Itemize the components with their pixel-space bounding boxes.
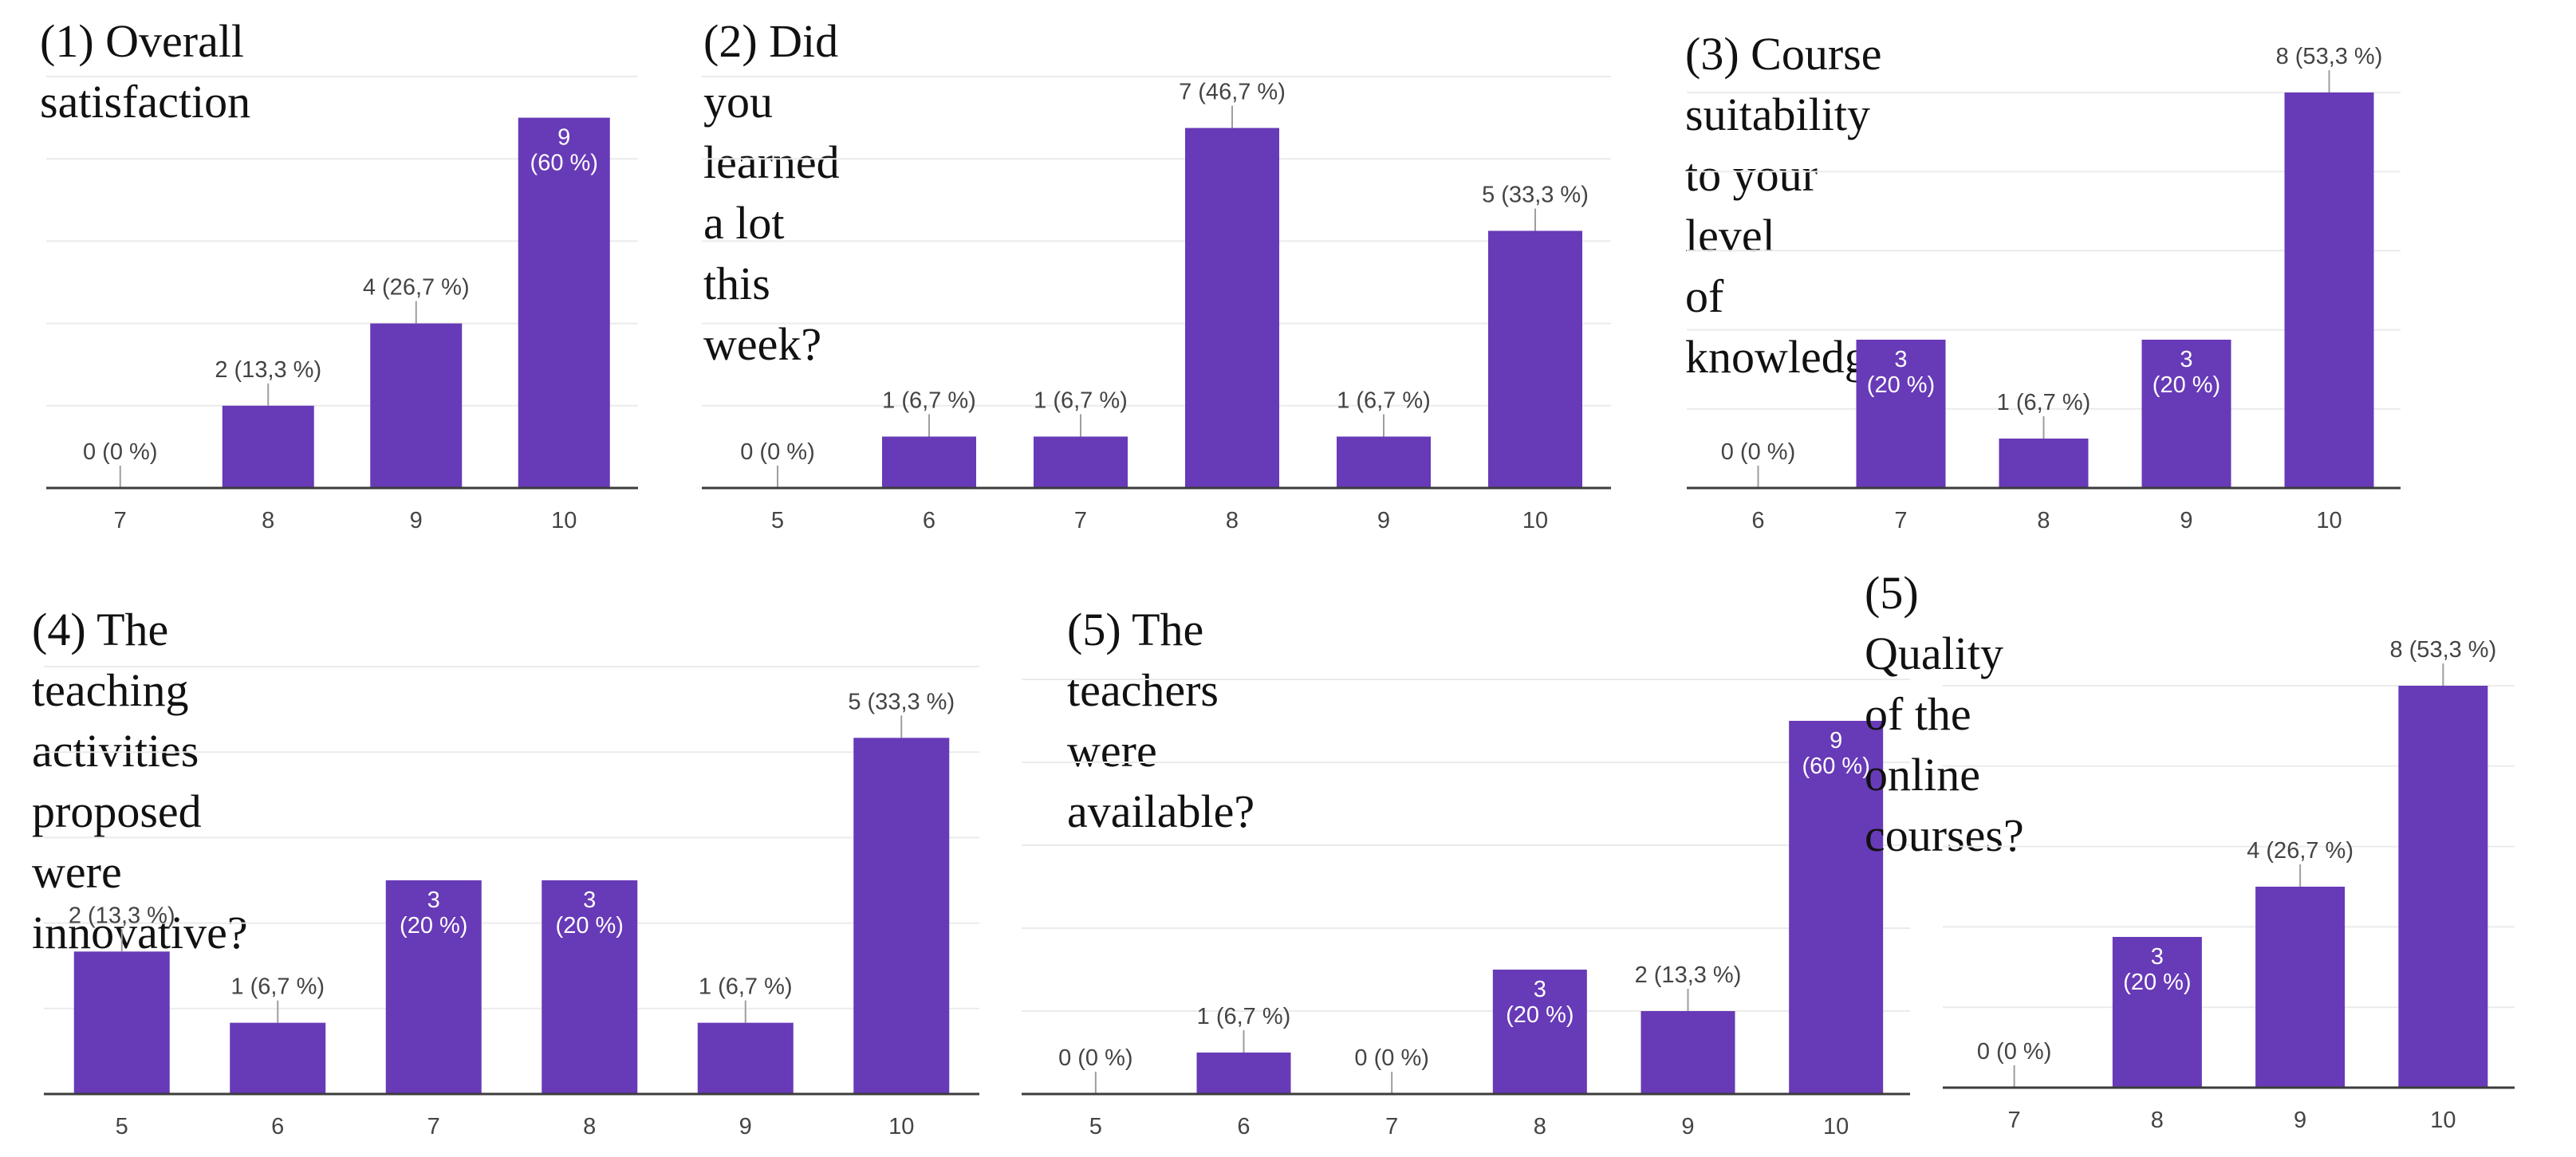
tick-label: 10 <box>1823 1114 1849 1139</box>
bar <box>2284 92 2374 488</box>
tick-label: 8 <box>1534 1114 1546 1139</box>
tick-label: 7 <box>114 508 127 533</box>
tick-label: 8 <box>583 1114 596 1139</box>
tick-label: 9 <box>410 508 423 533</box>
bar <box>1856 340 1946 488</box>
tick-label: 9 <box>1681 1114 1694 1139</box>
bar <box>518 117 610 488</box>
bar <box>73 951 170 1094</box>
data-label: 1 (6,7 %) <box>1997 390 2091 415</box>
data-label: 1 (6,7 %) <box>699 974 793 1000</box>
bar <box>2141 340 2231 488</box>
data-label: 5 (33,3 %) <box>848 689 955 714</box>
tick-label: 9 <box>1377 508 1390 533</box>
bar <box>1488 230 1582 488</box>
bar <box>697 1022 794 1094</box>
data-label: 2 (13,3 %) <box>215 357 321 383</box>
tick-label: 5 <box>116 1114 128 1139</box>
data-label: 0 (0 %) <box>1058 1045 1132 1071</box>
bar <box>1492 970 1587 1094</box>
chart-title: (5) The teachers were available? <box>1067 604 1255 837</box>
data-label: 3 (20 %) <box>2123 944 2191 995</box>
bar <box>230 1022 326 1094</box>
chart-title: (1) Overall satisfaction <box>40 15 251 128</box>
tick-label: 6 <box>923 508 935 533</box>
data-label: 2 (13,3 %) <box>69 903 175 928</box>
tick-label: 5 <box>771 508 784 533</box>
tick-label: 9 <box>2180 508 2192 533</box>
bar <box>1789 721 1884 1094</box>
bar <box>2398 686 2488 1088</box>
data-label: 3 (20 %) <box>2153 347 2220 398</box>
bar <box>222 405 314 488</box>
data-label: 0 (0 %) <box>1721 439 1795 465</box>
bar <box>2255 887 2346 1088</box>
tick-label: 7 <box>1074 508 1087 533</box>
data-label: 4 (26,7 %) <box>363 275 470 301</box>
tick-label: 10 <box>888 1114 914 1139</box>
chart-title: (4) The teaching activities proposed wer… <box>32 604 248 958</box>
data-label: 3 (20 %) <box>1506 977 1574 1028</box>
data-label: 3 (20 %) <box>1867 347 1935 398</box>
data-label: 1 (6,7 %) <box>1337 388 1431 414</box>
tick-label: 10 <box>2316 508 2342 533</box>
bar <box>2112 937 2202 1088</box>
tick-label: 5 <box>1089 1114 1102 1139</box>
bar <box>370 323 463 488</box>
bar <box>1337 436 1431 488</box>
data-label: 3 (20 %) <box>400 887 467 939</box>
bar <box>385 880 482 1094</box>
tick-label: 8 <box>2037 508 2050 533</box>
data-label: 3 (20 %) <box>556 887 624 939</box>
data-label: 7 (46,7 %) <box>1179 80 1286 105</box>
chart-title: (5) Quality of the online courses? <box>1865 567 2024 861</box>
data-label: 8 (53,3 %) <box>2389 637 2496 663</box>
data-label: 2 (13,3 %) <box>1635 962 1742 988</box>
tick-label: 10 <box>551 508 577 533</box>
data-label: 5 (33,3 %) <box>1482 183 1589 208</box>
tick-label: 8 <box>262 508 274 533</box>
tick-label: 8 <box>1226 508 1239 533</box>
tick-label: 10 <box>1522 508 1548 533</box>
tick-label: 6 <box>1751 508 1764 533</box>
data-label: 0 (0 %) <box>83 439 157 465</box>
tick-label: 9 <box>739 1114 752 1139</box>
tick-label: 6 <box>1237 1114 1250 1139</box>
bar <box>1185 128 1279 488</box>
tick-label: 7 <box>427 1114 440 1139</box>
bar <box>1999 439 2089 488</box>
bar <box>853 738 950 1094</box>
tick-label: 9 <box>2294 1108 2306 1133</box>
bar <box>1034 436 1128 488</box>
bar <box>1196 1053 1291 1094</box>
data-label: 0 (0 %) <box>1354 1045 1428 1071</box>
data-label: 1 (6,7 %) <box>1034 388 1128 414</box>
bar <box>542 880 638 1094</box>
bar <box>882 436 976 488</box>
tick-label: 6 <box>271 1114 284 1139</box>
data-label: 4 (26,7 %) <box>2247 838 2353 864</box>
data-label: 1 (6,7 %) <box>882 388 976 414</box>
chart-title: (2) Did you learned a lot this week? <box>703 15 840 370</box>
tick-label: 7 <box>1894 508 1907 533</box>
data-label: 9 (60 %) <box>1802 728 1869 779</box>
data-label: 9 (60 %) <box>530 125 598 176</box>
data-label: 1 (6,7 %) <box>1197 1004 1291 1029</box>
tick-label: 7 <box>1385 1114 1398 1139</box>
bar <box>1641 1011 1735 1094</box>
tick-label: 8 <box>2151 1108 2164 1133</box>
tick-label: 7 <box>2008 1108 2021 1133</box>
data-label: 1 (6,7 %) <box>230 974 325 1000</box>
data-label: 0 (0 %) <box>740 439 814 465</box>
tick-label: 10 <box>2430 1108 2456 1133</box>
data-label: 8 (53,3 %) <box>2276 44 2383 69</box>
data-label: 0 (0 %) <box>1977 1039 2051 1065</box>
